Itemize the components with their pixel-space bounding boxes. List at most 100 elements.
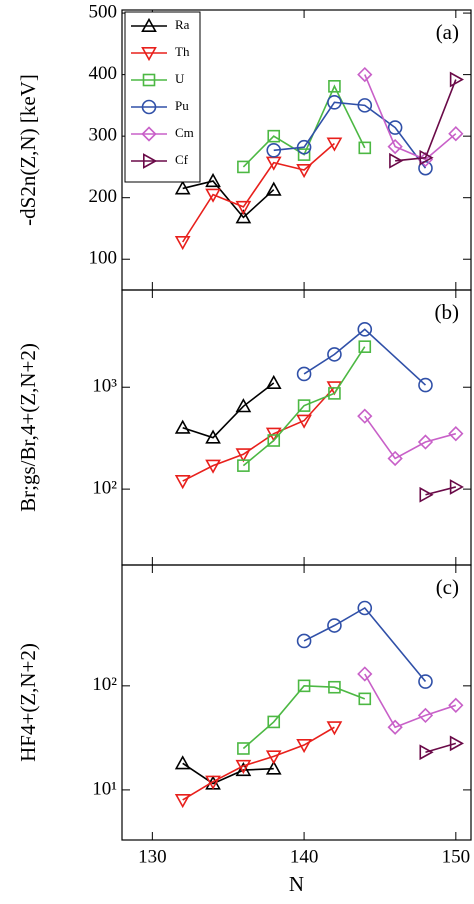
y-axis-label: Br;gs/Br,4+(Z,N+2) — [16, 343, 40, 512]
y-tick-label: 500 — [89, 1, 118, 22]
legend-label: Cm — [175, 125, 194, 140]
marker — [205, 172, 221, 188]
marker — [174, 236, 191, 251]
series-line — [242, 346, 366, 467]
marker — [174, 755, 191, 770]
marker — [387, 138, 403, 155]
marker — [297, 399, 311, 412]
y-axis-label: HF4+(Z,N+2) — [16, 643, 40, 762]
x-axis-label: N — [289, 872, 304, 896]
x-tick-label: 140 — [290, 846, 319, 867]
legend-label: U — [175, 71, 185, 86]
marker — [297, 679, 311, 693]
marker — [265, 181, 282, 196]
marker — [328, 387, 341, 400]
marker — [141, 99, 157, 115]
y-tick-label: 400 — [89, 63, 118, 84]
series-line — [182, 386, 336, 482]
legend-label: Ra — [175, 17, 190, 32]
marker — [357, 322, 373, 337]
marker — [328, 680, 341, 694]
series-line — [242, 685, 366, 750]
marker — [419, 149, 434, 166]
marker — [296, 633, 312, 649]
marker — [205, 459, 221, 474]
plot-frame — [121, 564, 472, 841]
marker — [174, 475, 191, 490]
marker — [327, 95, 342, 110]
series-line — [303, 606, 427, 683]
y-axis-label: -dS2n(Z,N) [keV] — [16, 74, 40, 226]
marker — [235, 200, 252, 216]
series-line — [364, 74, 457, 161]
series-line — [182, 180, 275, 219]
marker — [448, 426, 464, 442]
marker — [142, 73, 156, 87]
marker — [357, 98, 373, 113]
marker — [358, 340, 372, 353]
marker — [296, 739, 312, 754]
marker — [358, 692, 372, 706]
marker — [266, 143, 282, 158]
marker — [267, 434, 281, 447]
y-tick-label: 10² — [92, 477, 117, 498]
y-tick-label: 300 — [89, 125, 118, 146]
marker — [205, 188, 221, 203]
series-line — [273, 101, 427, 169]
panel-label: (b) — [435, 300, 460, 324]
marker — [448, 126, 464, 142]
marker — [326, 721, 343, 736]
marker — [417, 434, 434, 450]
legend-label: Cf — [175, 152, 189, 167]
series-line — [395, 79, 457, 162]
marker — [387, 719, 403, 735]
marker — [328, 80, 341, 93]
marker — [327, 347, 342, 362]
marker — [205, 429, 221, 444]
marker — [265, 750, 282, 765]
x-tick-label: 150 — [442, 846, 471, 867]
marker — [297, 148, 311, 161]
marker — [143, 153, 158, 169]
marker — [237, 160, 250, 174]
marker — [265, 374, 282, 390]
marker — [174, 793, 191, 809]
y-tick-label: 100 — [89, 248, 118, 269]
series-line — [364, 673, 457, 729]
series-line — [182, 762, 274, 785]
marker — [174, 180, 191, 195]
series-line — [303, 328, 427, 386]
marker — [296, 414, 312, 429]
marker — [387, 120, 403, 135]
y-tick-label: 200 — [89, 186, 118, 207]
y-tick-label: 10¹ — [92, 778, 117, 799]
marker — [296, 164, 312, 179]
marker — [357, 408, 373, 424]
marker — [141, 46, 157, 62]
marker — [235, 398, 252, 413]
marker — [205, 775, 221, 790]
marker — [419, 744, 434, 761]
panel-label: (c) — [436, 575, 459, 599]
series-line — [182, 726, 335, 801]
marker — [449, 479, 464, 495]
marker — [235, 759, 252, 775]
marker — [357, 666, 373, 682]
marker — [449, 735, 464, 752]
legend-box — [124, 11, 201, 183]
x-tick-label: 130 — [138, 846, 167, 867]
marker — [357, 66, 373, 83]
marker — [174, 419, 191, 434]
marker — [418, 377, 433, 393]
marker — [237, 742, 250, 755]
series-line — [242, 84, 366, 168]
marker — [235, 448, 252, 463]
y-tick-label: 10³ — [92, 376, 117, 397]
marker — [389, 152, 404, 169]
series-line — [182, 142, 335, 243]
marker — [296, 139, 312, 155]
marker — [265, 760, 282, 775]
y-tick-label: 10² — [92, 674, 117, 695]
marker — [327, 618, 342, 633]
